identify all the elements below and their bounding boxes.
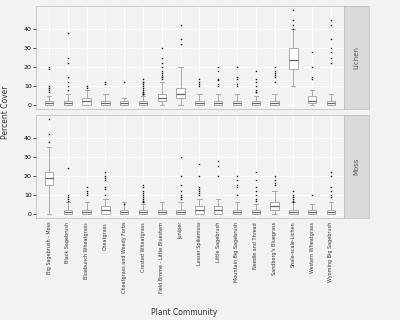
PathPatch shape <box>233 101 241 105</box>
PathPatch shape <box>308 96 316 103</box>
PathPatch shape <box>252 210 260 214</box>
PathPatch shape <box>289 48 298 69</box>
PathPatch shape <box>327 210 335 214</box>
Text: Plant Community: Plant Community <box>151 308 217 317</box>
Text: Percent Cover: Percent Cover <box>2 85 10 139</box>
PathPatch shape <box>82 210 91 214</box>
PathPatch shape <box>176 210 185 214</box>
PathPatch shape <box>64 101 72 105</box>
PathPatch shape <box>101 206 110 214</box>
PathPatch shape <box>214 206 222 214</box>
PathPatch shape <box>139 101 147 105</box>
PathPatch shape <box>45 172 53 185</box>
PathPatch shape <box>158 210 166 214</box>
PathPatch shape <box>233 210 241 214</box>
PathPatch shape <box>82 98 91 105</box>
PathPatch shape <box>327 101 335 105</box>
PathPatch shape <box>176 88 185 98</box>
PathPatch shape <box>45 101 53 105</box>
PathPatch shape <box>270 203 279 210</box>
PathPatch shape <box>120 210 128 214</box>
PathPatch shape <box>289 210 298 214</box>
PathPatch shape <box>308 210 316 214</box>
PathPatch shape <box>270 101 279 105</box>
PathPatch shape <box>139 210 147 214</box>
PathPatch shape <box>101 101 110 105</box>
PathPatch shape <box>252 101 260 105</box>
PathPatch shape <box>64 210 72 214</box>
PathPatch shape <box>158 94 166 101</box>
PathPatch shape <box>195 206 204 214</box>
PathPatch shape <box>195 101 204 105</box>
PathPatch shape <box>214 101 222 105</box>
PathPatch shape <box>120 101 128 105</box>
